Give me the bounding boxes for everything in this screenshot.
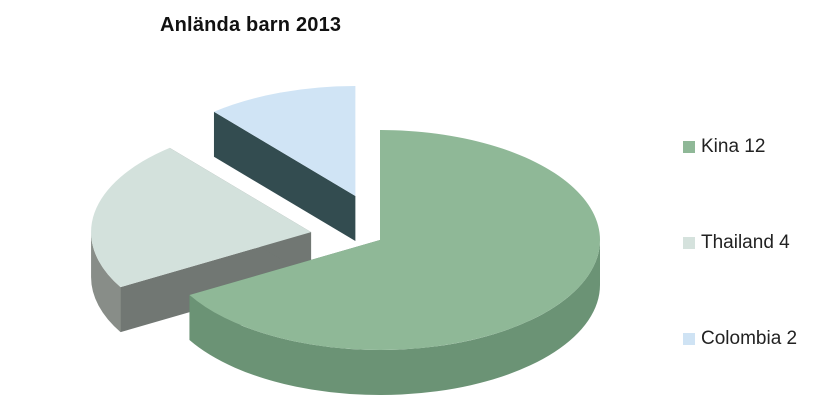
pie-slice-top-kina bbox=[189, 130, 600, 350]
legend-swatch-kina bbox=[683, 141, 695, 153]
pie-slice-side-thailand-0 bbox=[91, 232, 121, 333]
legend-item-colombia: Colombia 2 bbox=[683, 328, 797, 350]
legend-label-thailand: Thailand 4 bbox=[701, 232, 790, 253]
pie-slice-wall-thailand-0 bbox=[120, 232, 312, 333]
pie-slice-colombia bbox=[213, 86, 356, 242]
pie-slice-side-kina-0 bbox=[189, 240, 600, 395]
legend-label-colombia: Colombia 2 bbox=[701, 328, 798, 349]
legend-label-kina: Kina 12 bbox=[701, 136, 766, 157]
pie-slice-thailand bbox=[91, 147, 312, 333]
pie-slice-top-thailand bbox=[91, 147, 312, 288]
pie-slice-wall-colombia-0 bbox=[213, 111, 356, 242]
pie-slice-kina bbox=[189, 130, 600, 395]
legend-swatch-thailand bbox=[683, 237, 695, 249]
pie-slice-top-colombia bbox=[213, 86, 356, 197]
chart-title: Anlända barn 2013 bbox=[160, 14, 342, 36]
legend-item-kina: Kina 12 bbox=[683, 136, 765, 158]
legend-item-thailand: Thailand 4 bbox=[683, 232, 790, 254]
legend-swatch-colombia bbox=[683, 333, 695, 345]
